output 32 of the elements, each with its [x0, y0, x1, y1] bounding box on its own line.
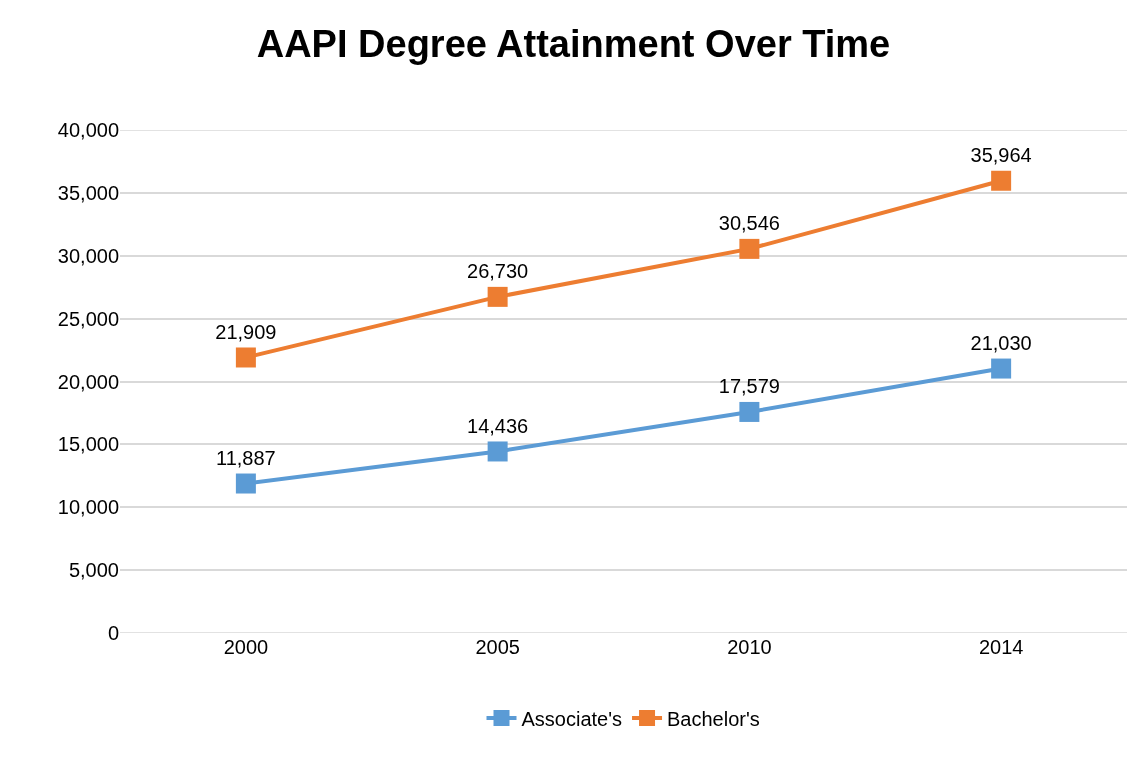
- point: [235, 347, 256, 368]
- y-tick-label: 25,000: [57, 307, 119, 330]
- x-tick-label: 2014: [978, 636, 1024, 658]
- y-tick-label: 5,000: [68, 559, 119, 582]
- point: [991, 170, 1012, 191]
- x-tick-label: 2000: [223, 636, 269, 658]
- data-label: 11,887: [216, 447, 276, 470]
- data-label: 14,436: [467, 414, 529, 437]
- data-label: 21,909: [215, 320, 277, 343]
- y-tick-label: 10,000: [57, 496, 119, 519]
- chart-title: AAPI Degree Attainment Over Time: [256, 23, 891, 66]
- point: [739, 238, 760, 259]
- y-tick-label: 30,000: [57, 244, 119, 267]
- y-tick-label: 20,000: [57, 370, 119, 393]
- data-label: 30,546: [718, 212, 780, 235]
- point: [235, 473, 256, 494]
- x-tick-label: 2005: [475, 636, 520, 658]
- y-tick-label: 0: [107, 622, 119, 644]
- point: [487, 286, 508, 307]
- data-label: 35,964: [970, 144, 1032, 167]
- y-tick-label: 40,000: [57, 119, 119, 141]
- data-label: 17,579: [718, 375, 780, 398]
- data-label: 26,730: [467, 260, 529, 283]
- y-tick-label: 35,000: [57, 181, 119, 204]
- legend-label: Bachelor's: [667, 707, 760, 730]
- legend-label: Associate's: [521, 707, 623, 730]
- x-tick-label: 2010: [727, 636, 772, 658]
- point: [487, 441, 508, 462]
- point: [739, 401, 760, 422]
- point: [991, 358, 1012, 379]
- data-label: 21,030: [970, 332, 1032, 355]
- y-tick-label: 15,000: [57, 433, 119, 456]
